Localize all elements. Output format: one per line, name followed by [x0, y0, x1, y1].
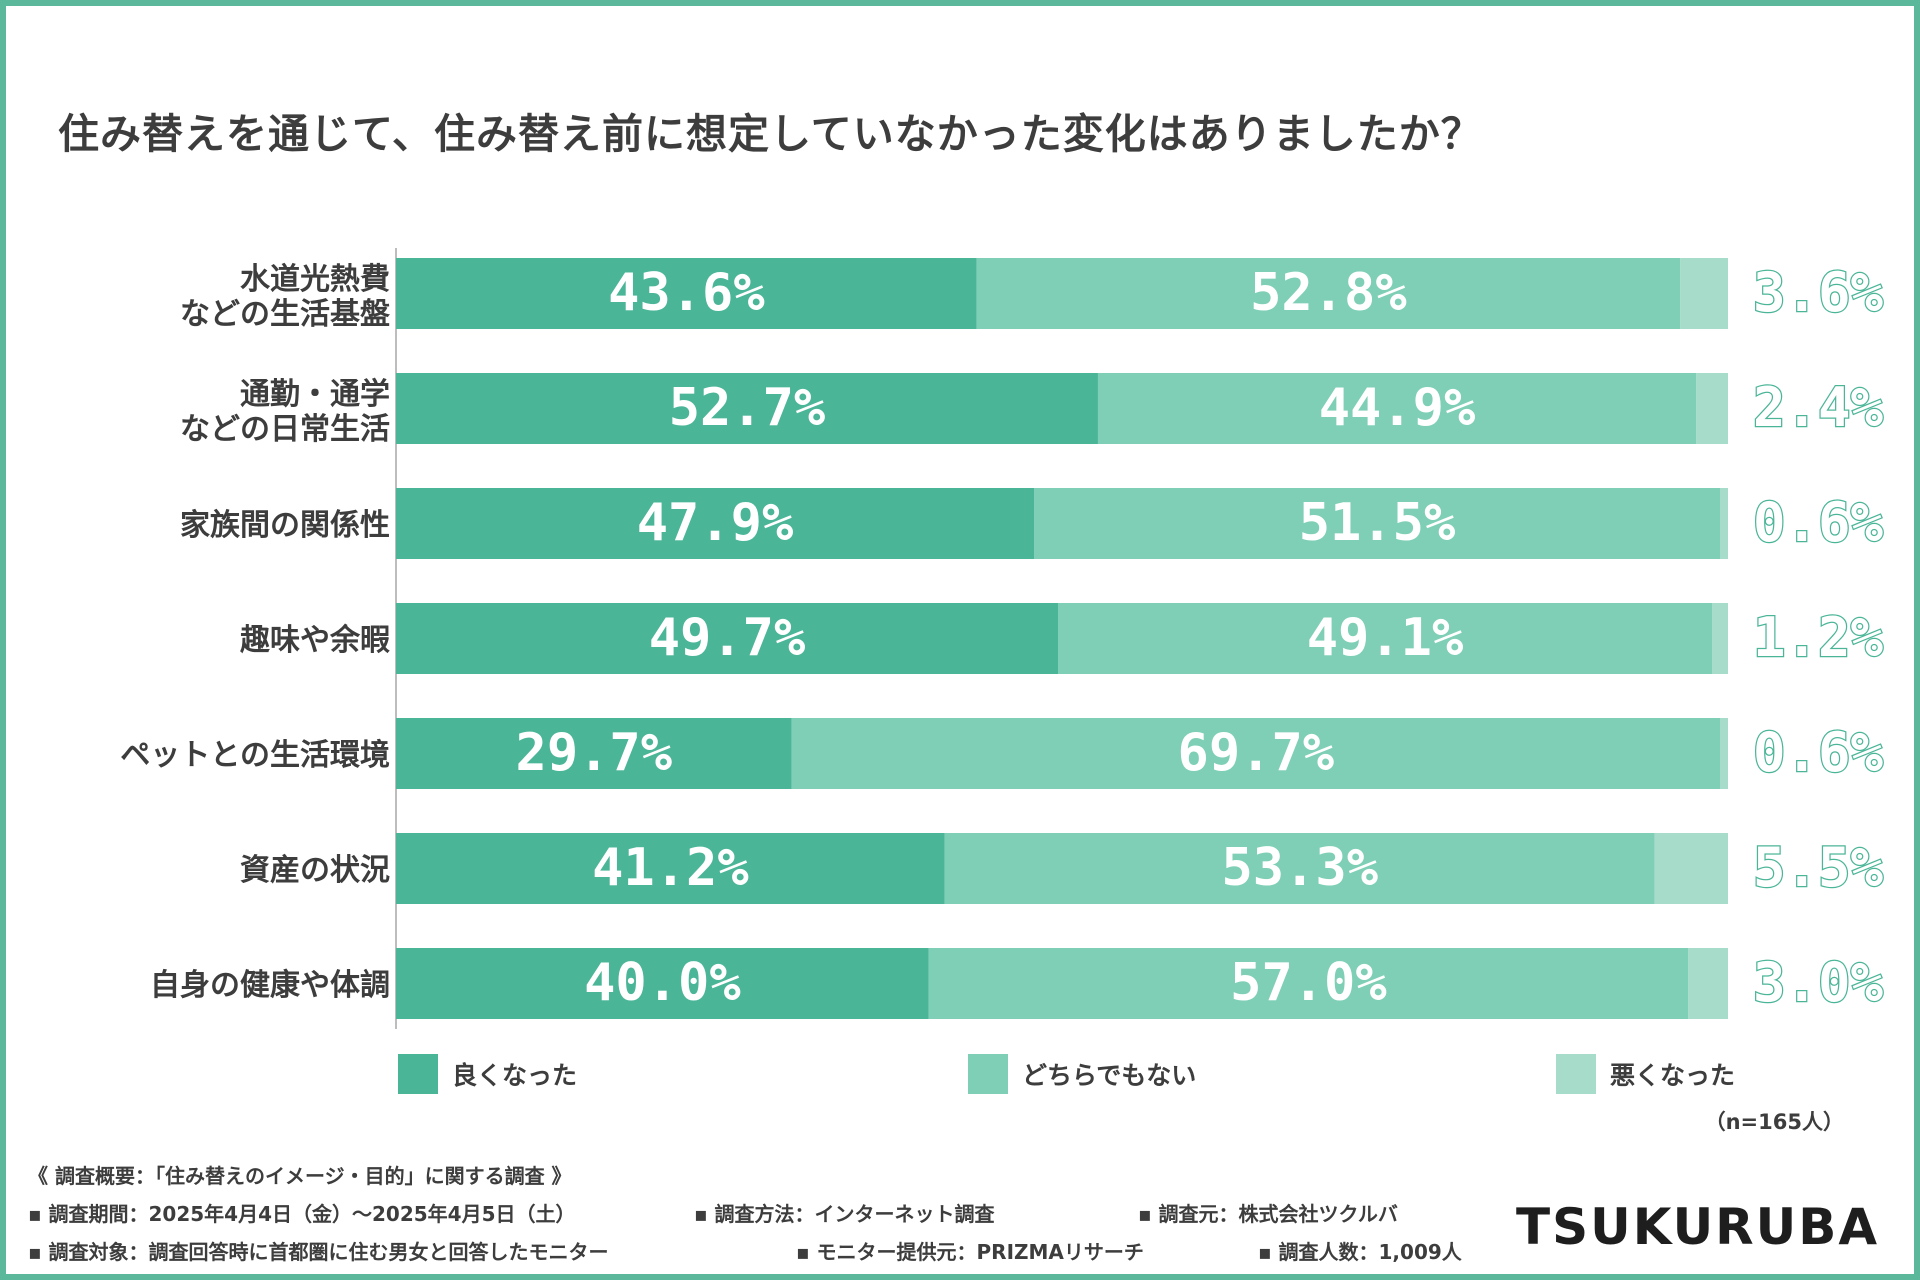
- survey-summary: 《 調査概要：「住み替えのイメージ・目的」に関する調査 》: [28, 1164, 572, 1188]
- data-label-bad: 3.0%: [1753, 951, 1884, 1014]
- sample-size: （n=165人）: [1704, 1110, 1844, 1134]
- legend-item-good: 良くなった: [398, 1054, 577, 1094]
- bar-segment-neutral: [791, 718, 1721, 789]
- legend-label-neutral: どちらでもない: [1022, 1061, 1197, 1090]
- bar-segment-good: [396, 258, 977, 329]
- legend-swatch-bad: [1556, 1054, 1596, 1094]
- bar-segment-neutral: [976, 258, 1681, 329]
- data-label: 43.6%: [608, 263, 765, 323]
- bar-segment-good: [396, 718, 792, 789]
- data-label-bad: 0.6%: [1753, 491, 1884, 554]
- bar-segment-bad: [1720, 488, 1728, 559]
- bar-segment-neutral: [928, 948, 1689, 1019]
- bar-segment-good: [396, 833, 945, 904]
- data-label: 44.9%: [1319, 378, 1476, 438]
- bar-segment-neutral: [1058, 603, 1713, 674]
- data-label: 41.2%: [592, 838, 749, 898]
- monitor-provider: ▪ モニター提供元：PRIZMAリサーチ: [796, 1240, 1144, 1264]
- category-label: ペットとの生活環境: [120, 738, 390, 773]
- tsukuruba-logo: TSUKURUBA: [1516, 1198, 1880, 1256]
- bar-segment-bad: [1688, 948, 1728, 1019]
- chart-title: 住み替えを通じて、住み替え前に想定していなかった変化はありましたか？: [58, 110, 1483, 158]
- bar-segment-neutral: [944, 833, 1655, 904]
- legend-swatch-neutral: [968, 1054, 1008, 1094]
- survey-target: ▪ 調査対象：調査回答時に首都圏に住む男女と回答したモニター: [28, 1240, 609, 1264]
- bar-segment-neutral: [1097, 373, 1697, 444]
- category-label: 通勤・通学: [240, 377, 390, 412]
- data-label-bad: 1.2%: [1753, 606, 1884, 669]
- bar-segment-good: [396, 603, 1059, 674]
- data-label: 52.7%: [669, 378, 826, 438]
- data-label: 69.7%: [1178, 723, 1335, 783]
- data-label: 29.7%: [516, 723, 673, 783]
- data-label: 51.5%: [1299, 493, 1456, 553]
- bar-segment-bad: [1720, 718, 1728, 789]
- legend-item-bad: 悪くなった: [1556, 1054, 1735, 1094]
- data-label: 47.9%: [637, 493, 794, 553]
- category-label: 趣味や余暇: [240, 623, 390, 658]
- survey-source: ▪ 調査元：株式会社ツクルバ: [1138, 1202, 1398, 1226]
- data-label-bad: 2.4%: [1753, 376, 1884, 439]
- legend-label-bad: 悪くなった: [1610, 1061, 1736, 1090]
- data-label-bad: 3.6%: [1753, 261, 1884, 324]
- category-label: 資産の状況: [240, 853, 390, 888]
- legend-item-neutral: どちらでもない: [968, 1054, 1196, 1094]
- category-label: などの日常生活: [180, 412, 390, 447]
- survey-method: ▪ 調査方法：インターネット調査: [694, 1202, 995, 1226]
- bar-segment-bad: [1696, 373, 1728, 444]
- data-label: 40.0%: [584, 953, 741, 1013]
- survey-period: ▪ 調査期間：2025年4月4日（金）～2025年4月5日（土）: [28, 1202, 576, 1226]
- bar-segment-bad: [1712, 603, 1728, 674]
- data-label-bad: 0.6%: [1753, 721, 1884, 784]
- category-label: 水道光熱費: [240, 262, 390, 297]
- data-label: 49.7%: [649, 608, 806, 668]
- bar-segment-neutral: [1034, 488, 1721, 559]
- data-label-bad: 5.5%: [1753, 836, 1884, 899]
- legend-label-good: 良くなった: [452, 1061, 578, 1090]
- data-label: 53.3%: [1221, 838, 1378, 898]
- category-label: 家族間の関係性: [180, 508, 390, 543]
- category-label: 自身の健康や体調: [150, 968, 390, 1003]
- bar-segment-good: [396, 488, 1035, 559]
- bar-segment-bad: [1654, 833, 1728, 904]
- survey-count: ▪ 調査人数：1,009人: [1258, 1240, 1462, 1264]
- legend-swatch-good: [398, 1054, 438, 1094]
- bar-segment-good: [396, 948, 929, 1019]
- data-label: 57.0%: [1230, 953, 1387, 1013]
- data-label: 52.8%: [1250, 263, 1407, 323]
- data-label: 49.1%: [1307, 608, 1464, 668]
- bar-segment-bad: [1680, 258, 1728, 329]
- bar-segment-good: [396, 373, 1098, 444]
- category-label: などの生活基盤: [180, 297, 390, 332]
